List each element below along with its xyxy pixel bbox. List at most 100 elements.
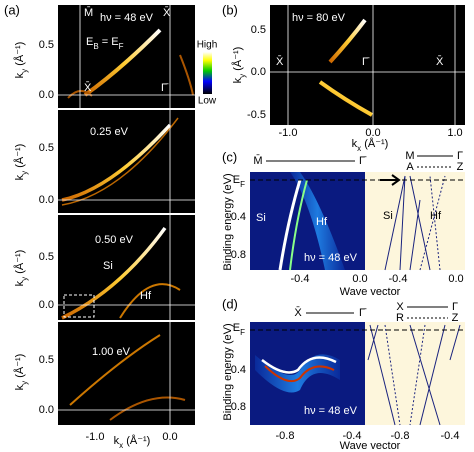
y-tick-label: 0.0 — [39, 404, 54, 416]
label-part: k — [14, 72, 26, 78]
label-part: (Å⁻¹) — [361, 137, 388, 150]
band — [61, 226, 167, 320]
x-tick-label: -1.0 — [86, 431, 105, 443]
label-part: (Å⁻¹) — [13, 144, 26, 171]
label-part: k — [14, 174, 26, 180]
x-tick-label: 0.0 — [352, 273, 367, 285]
subscript: F — [240, 180, 245, 189]
fermi-label: EF — [233, 174, 245, 189]
calc-band — [419, 175, 446, 271]
photon-energy: hν = 48 eV — [304, 405, 358, 417]
band — [264, 365, 335, 382]
colorbar-label: High — [197, 40, 218, 51]
symmetry-point: X̄ — [276, 55, 284, 68]
subscript: y — [20, 277, 29, 281]
path-point: X̄ — [294, 306, 302, 319]
y-tick-label: 0.0 — [251, 66, 266, 78]
arrow — [380, 174, 401, 186]
fermi-label: EF — [233, 322, 245, 337]
band — [255, 354, 340, 393]
energy: EB = EF — [86, 36, 124, 51]
path-point: Γ̄ — [359, 307, 367, 319]
x-tick-label: -0.4 — [441, 430, 460, 442]
label-part: (Å⁻¹) — [13, 250, 26, 277]
y-axis-label: ky (Å⁻¹) — [13, 42, 29, 79]
path-point: M̄ — [253, 154, 262, 167]
symmetry-point: M̄ — [84, 6, 93, 19]
path-point: X — [396, 301, 404, 313]
symmetry-point: X̄ — [436, 55, 444, 68]
x-tick-label: 0.0 — [448, 273, 463, 285]
y-tick-label: -0.5 — [247, 109, 266, 121]
subscript: y — [20, 171, 29, 175]
region-label: Hf — [430, 210, 442, 222]
subscript: F — [240, 328, 245, 337]
region-label: Si — [383, 210, 393, 222]
symmetry-point: Γ̄ — [161, 82, 169, 94]
highlight-box — [63, 294, 95, 318]
subpanel: 0.25 eV 0.5 0.0 ky (Å⁻¹) — [13, 110, 195, 213]
y-axis-label: ky (Å⁻¹) — [231, 47, 247, 84]
label-part: k — [232, 77, 244, 83]
y-axis-label: ky (Å⁻¹) — [13, 144, 29, 181]
y-tick-label: 0.5 — [39, 251, 54, 263]
label-part: (Å⁻¹) — [231, 47, 244, 74]
band — [318, 80, 373, 117]
label-part: E — [233, 322, 240, 334]
calc-band — [384, 175, 431, 271]
x-tick-label: 1.0 — [447, 127, 462, 139]
label-part: E — [233, 174, 240, 186]
band — [61, 123, 172, 202]
x-axis-label: Wave vector — [340, 286, 401, 298]
energy: 1.00 eV — [92, 346, 131, 358]
calc-panel — [365, 172, 465, 270]
x-tick-label: -0.4 — [291, 273, 310, 285]
band — [261, 356, 337, 374]
symmetry-point: Γ̄ — [362, 56, 370, 68]
energy: 0.25 eV — [90, 126, 129, 138]
colorbar — [203, 52, 212, 94]
band — [109, 396, 186, 421]
panel-label: (a) — [4, 2, 20, 17]
x-tick-label: -0.4 — [343, 430, 362, 442]
path-point: Γ — [457, 150, 463, 162]
band — [179, 54, 194, 96]
y-tick-label: 0.5 — [39, 39, 54, 51]
label-part: E — [86, 36, 93, 48]
band — [83, 28, 162, 97]
x-axis-label: kx (Å⁻¹) — [114, 434, 151, 450]
image — [58, 215, 195, 320]
calc-band — [367, 324, 461, 426]
subpanel: 1.00 eV 0.5 0.0 ky (Å⁻¹) — [13, 322, 195, 425]
subscript: B — [93, 42, 98, 51]
band — [61, 117, 179, 206]
path-point: M — [405, 150, 414, 162]
photon-energy: hν = 48 eV — [304, 252, 358, 264]
x-axis-label: kx (Å⁻¹) — [352, 137, 389, 153]
symmetry-point: X̄ — [163, 6, 171, 19]
path-point: Z — [457, 161, 464, 173]
band — [278, 179, 302, 271]
y-tick-label: 0.8 — [231, 249, 246, 261]
y-tick-label: 0.5 — [39, 142, 54, 154]
image — [270, 5, 465, 125]
subpanel: M̄ hν = 48 eV X̄ EB = EF X̄ Γ̄ High Low … — [13, 5, 217, 108]
path-point: Γ — [452, 301, 458, 313]
subscript: x — [119, 441, 123, 450]
band — [328, 18, 367, 64]
y-tick-label: 0.8 — [231, 401, 246, 413]
label-part: = E — [99, 36, 119, 48]
subscript: F — [119, 42, 124, 51]
symmetry-point: X̄ — [84, 81, 92, 94]
label-part: (Å⁻¹) — [13, 42, 26, 69]
y-tick-label: 0.0 — [39, 194, 54, 206]
path-point: R — [396, 312, 404, 324]
y-axis-label: ky (Å⁻¹) — [13, 354, 29, 391]
y-tick-label: 0.0 — [39, 89, 54, 101]
band — [289, 179, 308, 271]
x-tick-label: 0.0 — [162, 431, 177, 443]
photon-energy: hν = 80 eV — [292, 12, 346, 24]
x-tick-label: -0.8 — [391, 430, 410, 442]
